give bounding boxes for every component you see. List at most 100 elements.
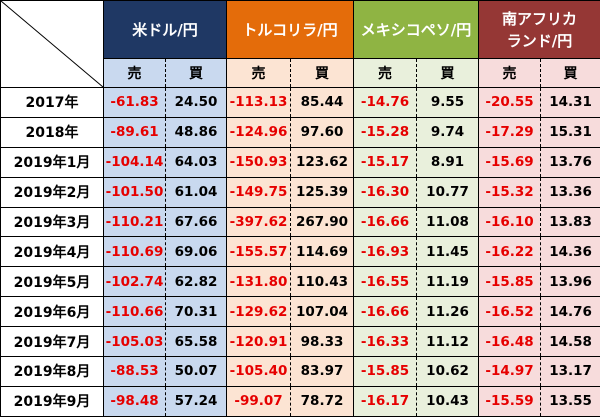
buy-value-try: 125.39 (291, 177, 354, 207)
currency-header-usd: 米ドル/円 (104, 1, 227, 59)
currency-header-zar: 南アフリカ ランド/円 (479, 1, 600, 59)
buy-value-try: 78.72 (291, 386, 354, 416)
sell-value-try: -113.13 (227, 88, 291, 118)
sell-value-usd: -110.21 (104, 207, 166, 237)
sell-value-mxn: -16.66 (354, 297, 417, 327)
buy-value-mxn: 11.12 (417, 327, 479, 357)
sell-value-mxn: -14.76 (354, 88, 417, 118)
buy-value-zar: 13.76 (541, 147, 600, 177)
sell-value-zar: -14.97 (479, 357, 541, 387)
buy-value-try: 123.62 (291, 147, 354, 177)
currency-header-mxn: メキシコペソ/円 (354, 1, 479, 59)
sell-header-zar: 売 (479, 59, 541, 88)
sell-value-try: -149.75 (227, 177, 291, 207)
sell-value-zar: -16.48 (479, 327, 541, 357)
sell-value-try: -99.07 (227, 386, 291, 416)
sell-value-mxn: -16.17 (354, 386, 417, 416)
row-label: 2019年4月 (1, 237, 104, 267)
diagonal-line (1, 1, 103, 87)
sell-value-zar: -16.52 (479, 297, 541, 327)
row-label: 2019年3月 (1, 207, 104, 237)
buy-value-try: 97.60 (291, 117, 354, 147)
buy-value-usd: 65.58 (166, 327, 227, 357)
sell-value-usd: -98.48 (104, 386, 166, 416)
buy-value-mxn: 11.26 (417, 297, 479, 327)
buy-value-zar: 15.31 (541, 117, 600, 147)
sell-value-usd: -61.83 (104, 88, 166, 118)
buy-header-zar: 買 (541, 59, 600, 88)
buy-value-zar: 14.76 (541, 297, 600, 327)
buy-header-mxn: 買 (417, 59, 479, 88)
buy-value-zar: 14.31 (541, 88, 600, 118)
buy-value-zar: 14.58 (541, 327, 600, 357)
sell-value-zar: -20.55 (479, 88, 541, 118)
buy-value-usd: 70.31 (166, 297, 227, 327)
buy-value-zar: 13.55 (541, 386, 600, 416)
sell-header-mxn: 売 (354, 59, 417, 88)
sell-value-mxn: -16.66 (354, 207, 417, 237)
buy-value-usd: 50.07 (166, 357, 227, 387)
buy-value-usd: 61.04 (166, 177, 227, 207)
buy-value-try: 85.44 (291, 88, 354, 118)
sell-value-try: -120.91 (227, 327, 291, 357)
sell-value-mxn: -16.55 (354, 267, 417, 297)
buy-value-usd: 48.86 (166, 117, 227, 147)
sell-value-zar: -15.32 (479, 177, 541, 207)
buy-value-mxn: 9.74 (417, 117, 479, 147)
sell-value-mxn: -15.28 (354, 117, 417, 147)
buy-value-mxn: 8.91 (417, 147, 479, 177)
sell-value-mxn: -15.17 (354, 147, 417, 177)
buy-value-try: 114.69 (291, 237, 354, 267)
buy-value-try: 107.04 (291, 297, 354, 327)
row-label: 2019年7月 (1, 327, 104, 357)
buy-value-try: 83.97 (291, 357, 354, 387)
sell-value-zar: -16.22 (479, 237, 541, 267)
buy-value-zar: 13.96 (541, 267, 600, 297)
buy-value-usd: 57.24 (166, 386, 227, 416)
buy-value-zar: 13.83 (541, 207, 600, 237)
row-label: 2019年8月 (1, 357, 104, 387)
buy-value-zar: 14.36 (541, 237, 600, 267)
sell-value-mxn: -16.30 (354, 177, 417, 207)
sell-value-zar: -15.69 (479, 147, 541, 177)
row-label: 2019年1月 (1, 147, 104, 177)
buy-value-usd: 64.03 (166, 147, 227, 177)
sell-value-try: -155.57 (227, 237, 291, 267)
buy-value-mxn: 10.43 (417, 386, 479, 416)
sell-value-usd: -110.66 (104, 297, 166, 327)
sell-value-usd: -88.53 (104, 357, 166, 387)
buy-header-usd: 買 (166, 59, 227, 88)
buy-value-mxn: 11.19 (417, 267, 479, 297)
buy-value-mxn: 9.55 (417, 88, 479, 118)
buy-value-try: 267.90 (291, 207, 354, 237)
sell-value-usd: -105.03 (104, 327, 166, 357)
sell-header-usd: 売 (104, 59, 166, 88)
sell-value-usd: -110.69 (104, 237, 166, 267)
sell-value-mxn: -15.85 (354, 357, 417, 387)
sell-value-try: -129.62 (227, 297, 291, 327)
buy-value-zar: 13.36 (541, 177, 600, 207)
currency-header-try: トルコリラ/円 (227, 1, 354, 59)
buy-value-usd: 62.82 (166, 267, 227, 297)
sell-value-usd: -101.50 (104, 177, 166, 207)
sell-value-try: -105.40 (227, 357, 291, 387)
sell-value-try: -150.93 (227, 147, 291, 177)
sell-value-mxn: -16.33 (354, 327, 417, 357)
buy-value-try: 110.43 (291, 267, 354, 297)
buy-value-zar: 13.17 (541, 357, 600, 387)
sell-value-try: -131.80 (227, 267, 291, 297)
sell-value-usd: -89.61 (104, 117, 166, 147)
buy-value-mxn: 11.45 (417, 237, 479, 267)
table-corner-cell (1, 1, 104, 88)
sell-value-try: -397.62 (227, 207, 291, 237)
